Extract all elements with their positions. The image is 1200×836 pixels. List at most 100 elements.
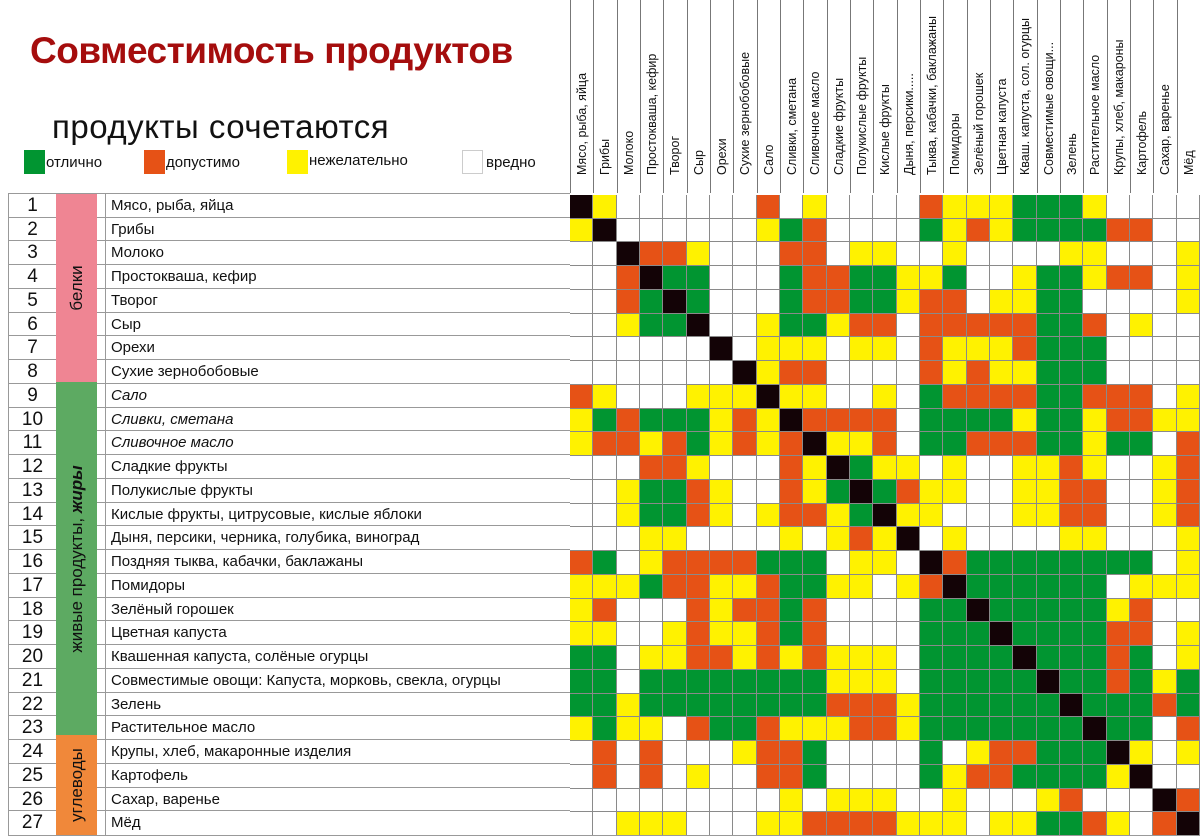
matrix-cell xyxy=(943,195,967,219)
column-header: Сухие зернобобовые xyxy=(733,0,756,193)
matrix-cell xyxy=(570,313,594,338)
matrix-cell xyxy=(570,289,594,314)
matrix-cell xyxy=(780,669,804,694)
matrix-cell xyxy=(733,456,757,480)
matrix-cell xyxy=(616,717,640,742)
matrix-cell xyxy=(733,503,757,528)
matrix-cell xyxy=(686,432,710,457)
matrix-cell xyxy=(1036,551,1060,575)
matrix-cell xyxy=(756,218,780,243)
matrix-cell xyxy=(756,361,780,385)
matrix-cell xyxy=(756,764,780,789)
matrix-cell xyxy=(1036,289,1060,314)
matrix-cell xyxy=(873,717,897,742)
matrix-cell xyxy=(640,242,664,267)
category-band-carbs: углеводы xyxy=(56,735,97,835)
matrix-cell xyxy=(826,384,850,409)
column-header: Зелень xyxy=(1059,0,1083,193)
matrix-cell xyxy=(850,598,874,623)
matrix-cell xyxy=(803,384,827,409)
row-product-name: Мясо, рыба, яйца xyxy=(105,194,570,218)
matrix-cell xyxy=(1036,764,1060,789)
matrix-cell xyxy=(616,551,640,575)
matrix-cell xyxy=(1013,384,1037,409)
matrix-cell xyxy=(663,242,687,267)
column-header-label: Сухие зернобобовые xyxy=(738,51,753,175)
column-header: Сливки, сметана xyxy=(779,0,803,193)
matrix-cell xyxy=(943,408,967,433)
matrix-cell xyxy=(1106,361,1130,385)
matrix-cell xyxy=(1060,764,1084,789)
matrix-cell xyxy=(733,313,757,338)
matrix-cell xyxy=(1153,788,1177,813)
table-row: 2 Грибы xyxy=(8,216,570,242)
matrix-cell xyxy=(640,432,664,457)
table-row: 26 Сахар, варенье xyxy=(8,786,570,811)
matrix-cell xyxy=(850,551,874,575)
table-row: 27 Мёд xyxy=(8,810,570,835)
matrix-cell xyxy=(1106,622,1130,647)
table-row: 3 Молоко xyxy=(8,240,570,265)
category-label: белки xyxy=(66,265,86,311)
matrix-cell xyxy=(1060,408,1084,433)
matrix-cell xyxy=(1176,195,1200,219)
matrix-cell xyxy=(593,527,617,552)
row-number: 9 xyxy=(8,383,56,408)
matrix-cell xyxy=(1036,574,1060,599)
matrix-cell xyxy=(1130,313,1154,338)
matrix-cell xyxy=(990,313,1014,338)
matrix-cell xyxy=(640,479,664,504)
row-number: 12 xyxy=(8,455,56,479)
matrix-cell xyxy=(966,646,990,670)
matrix-cell xyxy=(1013,693,1037,718)
matrix-cell xyxy=(1106,313,1130,338)
matrix-cell xyxy=(1083,598,1107,623)
matrix-cell xyxy=(663,479,687,504)
matrix-cell xyxy=(1153,432,1177,457)
matrix-cell xyxy=(966,741,990,765)
matrix-cell xyxy=(1153,503,1177,528)
matrix-cell xyxy=(873,242,897,267)
matrix-cell xyxy=(780,456,804,480)
matrix-cell xyxy=(873,551,897,575)
matrix-cell xyxy=(780,527,804,552)
row-product-name: Сало xyxy=(105,383,570,408)
matrix-cell xyxy=(920,622,944,647)
matrix-cell xyxy=(780,289,804,314)
matrix-cell xyxy=(1036,266,1060,290)
matrix-cell xyxy=(616,266,640,290)
matrix-cell xyxy=(570,503,594,528)
matrix-cell xyxy=(593,503,617,528)
matrix-cell xyxy=(943,551,967,575)
matrix-cell xyxy=(990,242,1014,267)
matrix-cell xyxy=(663,289,687,314)
matrix-cell xyxy=(1060,693,1084,718)
matrix-cell xyxy=(1176,503,1200,528)
matrix-cell xyxy=(1083,384,1107,409)
table-row: 6 Сыр xyxy=(8,311,570,337)
matrix-cell xyxy=(780,812,804,836)
column-header: Орехи xyxy=(709,0,733,193)
matrix-cell xyxy=(616,313,640,338)
matrix-cell xyxy=(826,266,850,290)
matrix-cell xyxy=(733,266,757,290)
matrix-cell xyxy=(1106,574,1130,599)
matrix-cell xyxy=(943,812,967,836)
row-number: 10 xyxy=(8,407,56,432)
matrix-cell xyxy=(710,669,734,694)
matrix-cell xyxy=(850,432,874,457)
table-row: 13 Полукислые фрукты xyxy=(8,477,570,503)
row-product-name: Сливки, сметана xyxy=(105,407,570,432)
matrix-cell xyxy=(850,337,874,362)
column-header: Сахар, варенье xyxy=(1153,0,1176,193)
matrix-cell xyxy=(1176,741,1200,765)
matrix-cell xyxy=(850,646,874,670)
matrix-cell xyxy=(570,242,594,267)
matrix-cell xyxy=(1036,479,1060,504)
column-header: Дыня, персики..... xyxy=(896,0,920,193)
matrix-cell xyxy=(780,432,804,457)
matrix-cell xyxy=(570,788,594,813)
matrix-cell xyxy=(1130,717,1154,742)
matrix-cell xyxy=(756,337,780,362)
matrix-cell xyxy=(826,646,850,670)
